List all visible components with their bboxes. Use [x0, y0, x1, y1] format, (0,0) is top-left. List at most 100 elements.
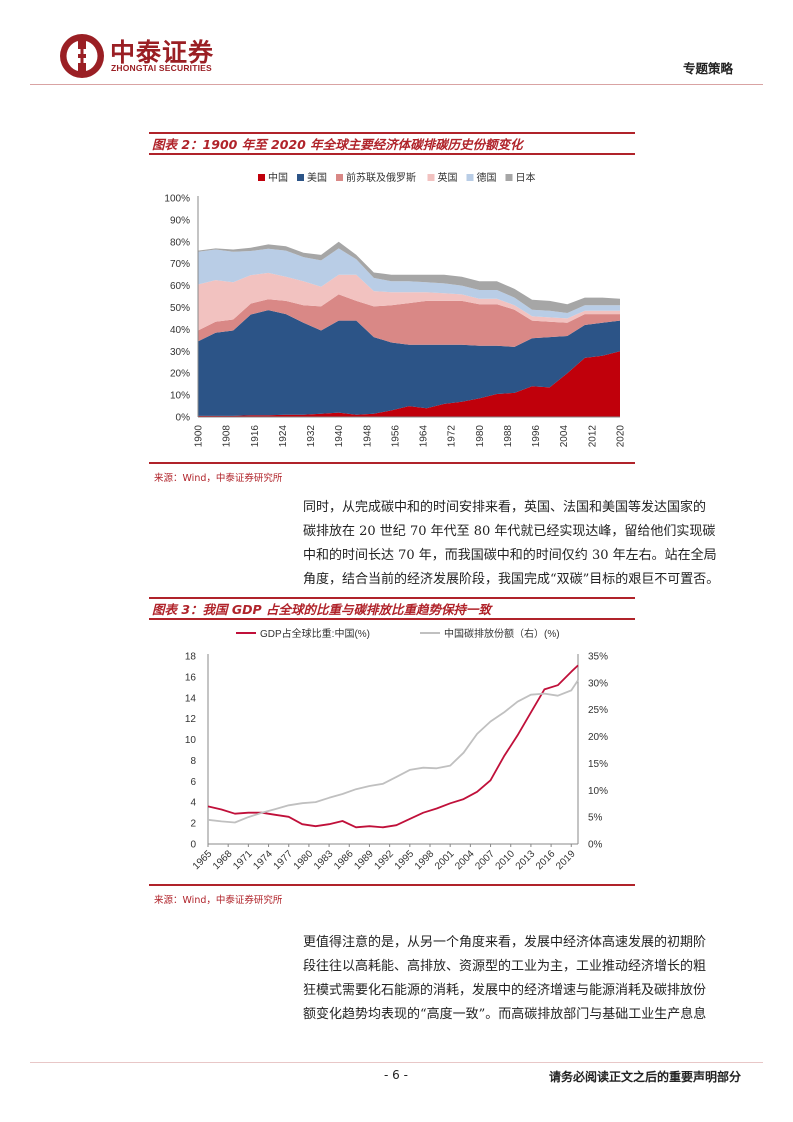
legend-label: 英国: [438, 171, 458, 184]
legend-label: GDP占全球比重:中国(%): [260, 627, 370, 640]
figure3-top-rule: [149, 597, 635, 599]
page-number: - 6 -: [384, 1068, 408, 1082]
x-tick-label: 1900: [194, 425, 205, 448]
legend-label: 中国碳排放份额（右）(%): [444, 627, 560, 640]
x-tick-label: 2013: [514, 848, 538, 872]
paragraph-1-line: 角度，结合当前的经济发展阶段，我国完成“双碳”目标的艰巨不可置否。: [303, 572, 720, 587]
figure2-top-rule: [149, 132, 635, 134]
paragraph-2: 更值得注意的是，从另一个角度来看，发展中经济体高速发展的初期阶 段往往以高耗能、…: [303, 931, 737, 1027]
y-right-tick-label: 5%: [588, 813, 603, 824]
logo-english-name: ZHONGTAI SECURITIES: [111, 63, 212, 73]
paragraph-2-line: 狂模式需要化石能源的消耗，发展中的经济增速与能源消耗及碳排放份: [303, 983, 707, 998]
x-tick-label: 1908: [222, 425, 233, 448]
header-divider: [30, 84, 763, 85]
y-left-tick-label: 2: [190, 819, 196, 830]
x-tick-label: 1972: [447, 425, 458, 448]
y-left-tick-label: 0: [190, 840, 196, 851]
logo-chinese-name: 中泰证券: [110, 38, 215, 67]
line-series: [207, 679, 579, 824]
gdp-carbon-line-chart: GDP占全球比重:中国(%) 中国碳排放份额（右）(%) 0 2 4 6 8 10 12 14 16…: [185, 627, 608, 872]
y-tick-label: 100%: [164, 194, 190, 205]
x-tick-label: 2020: [616, 425, 627, 448]
y-left-tick-label: 6: [190, 777, 196, 788]
legend-swatch: [258, 174, 265, 181]
x-tick-label: 1992: [372, 848, 396, 872]
y-right-tick-label: 0%: [588, 840, 603, 851]
line-series: [207, 664, 579, 829]
x-tick-label: 1988: [503, 425, 514, 448]
x-tick-label: 1968: [211, 848, 235, 872]
area-series: [198, 310, 620, 416]
y-tick-label: 30%: [170, 347, 190, 358]
company-logo: 中泰证券 ZHONGTAI SECURITIES: [58, 30, 238, 82]
x-tick-label: 1971: [231, 848, 255, 872]
x-tick-label: 2001: [433, 848, 457, 872]
x-tick-label: 1974: [251, 848, 275, 872]
figure3-title: 图表 3：我国 GDP 占全球的比重与碳排放比重趋势保持一致: [152, 602, 492, 617]
legend-label: 美国: [307, 171, 327, 184]
x-tick-label: 1916: [250, 425, 261, 448]
y-left-tick-label: 16: [185, 672, 197, 683]
y-right-tick-label: 10%: [588, 786, 608, 797]
y-right-tick-label: 30%: [588, 678, 608, 689]
x-tick-label: 2010: [494, 848, 518, 872]
x-tick-label: 2007: [473, 848, 497, 872]
x-tick-label: 1932: [306, 425, 317, 448]
x-tick-label: 1989: [352, 848, 376, 872]
legend-label: 德国: [477, 171, 497, 184]
x-tick-label: 2012: [587, 425, 598, 448]
paragraph-1: 同时，从完成碳中和的时间安排来看，英国、法国和美国等发达国家的 碳排放在 20 …: [303, 496, 737, 592]
paragraph-1-line: 碳排放在 20 世纪 70 年代至 80 年代就已经实现达峰，留给他们实现碳: [303, 524, 716, 539]
x-tick-label: 2019: [554, 848, 578, 872]
y-left-tick-label: 10: [185, 735, 197, 746]
x-tick-label: 1983: [312, 848, 336, 872]
y-right-tick-label: 35%: [588, 652, 608, 663]
y-tick-label: 50%: [170, 303, 190, 314]
legend-swatch: [336, 174, 343, 181]
x-tick-label: 1948: [362, 425, 373, 448]
y-tick-label: 80%: [170, 237, 190, 248]
y-left-tick-label: 18: [185, 652, 197, 663]
figure3-title-rule: [149, 618, 635, 620]
paragraph-2-line: 段往往以高耗能、高排放、资源型的工业为主，工业推动经济增长的粗: [303, 959, 707, 974]
paragraph-2-line: 额变化趋势均表现的“高度一致”。而高碳排放部门与基础工业生产息息: [303, 1007, 707, 1022]
x-tick-label: 1986: [332, 848, 356, 872]
y-tick-label: 60%: [170, 281, 190, 292]
figure3-title-bar: 图表 3：我国 GDP 占全球的比重与碳排放比重趋势保持一致: [149, 597, 635, 621]
figure3-bottom-rule: [149, 884, 635, 886]
x-tick-label: 1940: [334, 425, 345, 448]
y-left-tick-label: 12: [185, 714, 197, 725]
x-tick-label: 2004: [559, 425, 570, 448]
figure2-title-bar: 图表 2：1900 年至 2020 年全球主要经济体碳排碳历史份额变化: [149, 132, 635, 156]
y-tick-label: 40%: [170, 325, 190, 336]
y-tick-label: 0%: [176, 413, 191, 424]
figure2-title-rule: [149, 153, 635, 155]
y-left-tick-label: 8: [190, 756, 196, 767]
legend-swatch: [297, 174, 304, 181]
y-left-tick-label: 14: [185, 693, 197, 704]
figure3-source: 来源：Wind，中泰证券研究所: [154, 895, 283, 906]
x-tick-label: 1998: [413, 848, 437, 872]
y-tick-label: 70%: [170, 259, 190, 270]
x-tick-label: 1964: [419, 425, 430, 448]
legend-swatch: [505, 174, 513, 181]
x-tick-label: 1965: [191, 848, 215, 872]
y-tick-label: 90%: [170, 215, 190, 226]
legend-swatch: [427, 174, 435, 181]
x-tick-label: 1956: [390, 425, 401, 448]
y-right-tick-label: 20%: [588, 732, 608, 743]
footer-divider: [30, 1062, 763, 1063]
y-right-tick-label: 15%: [588, 759, 608, 770]
y-right-tick-label: 25%: [588, 705, 608, 716]
legend-label: 中国: [268, 171, 288, 184]
legend-label: 前苏联及俄罗斯: [346, 171, 416, 184]
area-series: [198, 241, 620, 313]
figure2-bottom-rule: [149, 462, 635, 464]
x-tick-label: 1980: [292, 848, 316, 872]
area-series: [198, 272, 620, 331]
paragraph-1-line: 同时，从完成碳中和的时间安排来看，英国、法国和美国等发达国家的: [303, 500, 707, 515]
paragraph-2-line: 更值得注意的是，从另一个角度来看，发展中经济体高速发展的初期阶: [303, 935, 707, 950]
x-tick-label: 1977: [272, 848, 296, 872]
logo-emblem-icon: [60, 34, 104, 78]
legend-swatch: [466, 174, 474, 181]
